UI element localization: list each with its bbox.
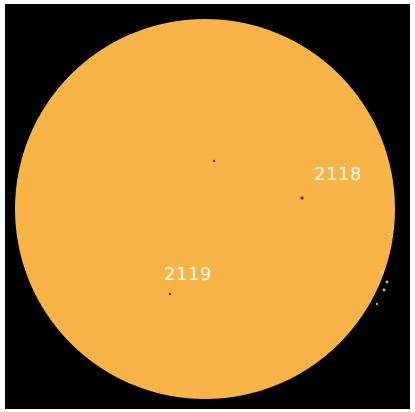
granulation-texture (15, 19, 395, 399)
solar-disk-image (5, 4, 410, 409)
faculae (375, 232, 391, 306)
region-label-2118: 2118 (314, 164, 362, 185)
sunspots (168, 159, 304, 296)
sunspot-minor (212, 159, 216, 163)
sunspot-2118 (300, 196, 304, 200)
region-label-2119: 2119 (164, 264, 212, 285)
sunspot-2119 (168, 292, 172, 296)
solar-disk-frame: 2118 2119 (5, 4, 410, 409)
